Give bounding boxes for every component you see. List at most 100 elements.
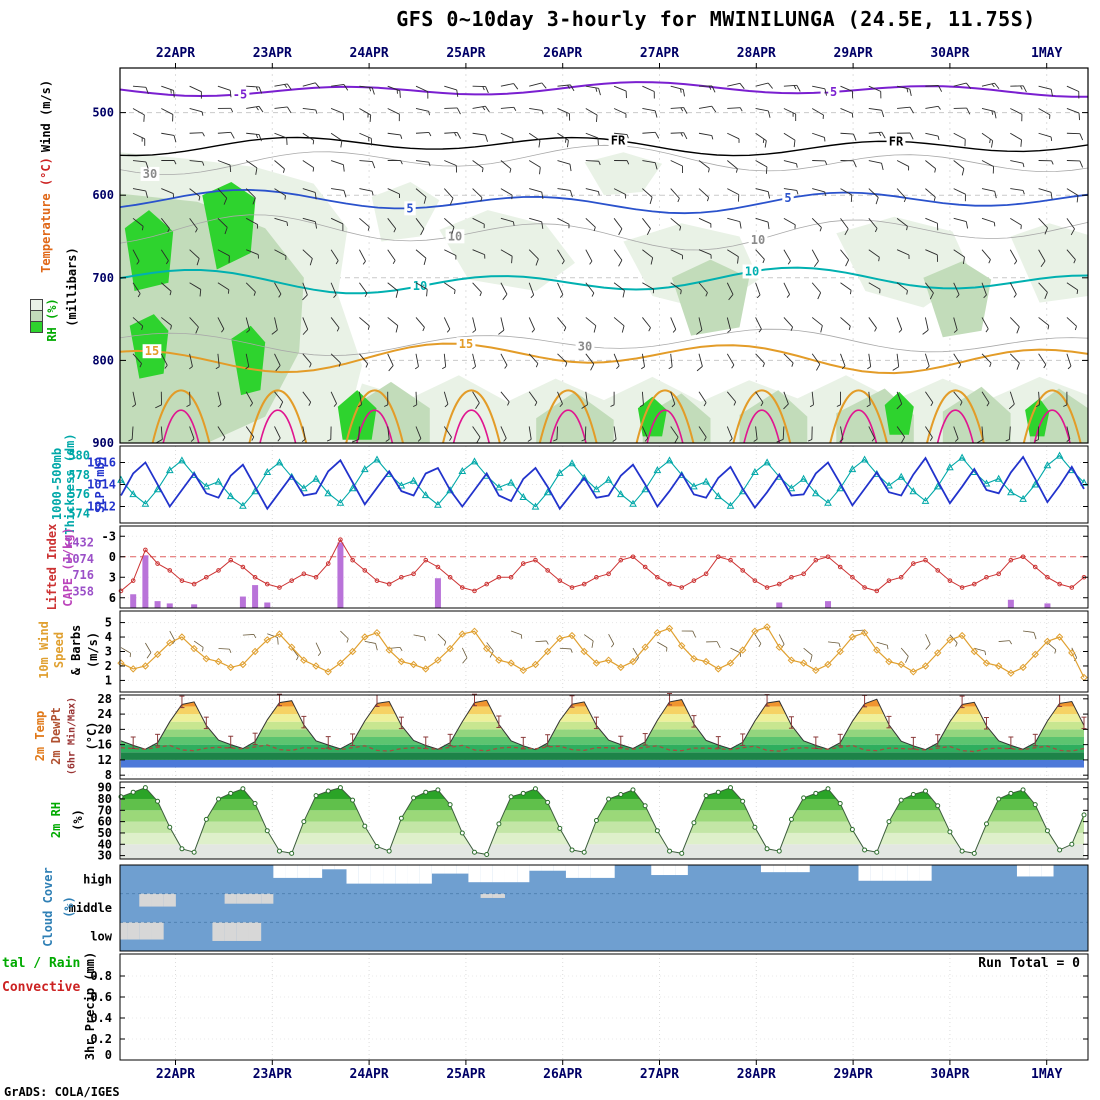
svg-text:0: 0 <box>105 1048 112 1062</box>
svg-text:50: 50 <box>98 826 112 840</box>
wind10m-axis-label-1: 10m Wind <box>37 621 51 679</box>
date-label: 1MAY <box>1031 46 1063 61</box>
date-label: 29APR <box>833 1067 873 1082</box>
svg-text:80: 80 <box>98 792 112 806</box>
svg-text:578: 578 <box>68 468 90 482</box>
date-label: 26APR <box>543 1067 583 1082</box>
svg-text:0: 0 <box>109 550 116 564</box>
svg-text:FR: FR <box>889 134 904 148</box>
date-label: 28APR <box>736 1067 776 1082</box>
t2m-axis-label-3: (6hr Min/Max) <box>66 696 78 776</box>
date-label: 24APR <box>349 1067 389 1082</box>
svg-text:70: 70 <box>98 803 112 817</box>
svg-text:6: 6 <box>109 591 116 605</box>
temperature-axis-label: Temperature (°C) <box>39 157 53 273</box>
date-label: 25APR <box>446 1067 486 1082</box>
svg-text:high: high <box>83 872 112 886</box>
t2m-axis-label-2: 2m DewPt <box>49 707 63 765</box>
svg-text:0.4: 0.4 <box>90 1011 112 1025</box>
temperature-unit-text: (°C) <box>39 157 53 187</box>
t2m-axis-label-4: (°C) <box>85 721 99 751</box>
svg-text:12: 12 <box>98 753 112 767</box>
svg-text:358: 358 <box>72 585 94 599</box>
svg-text:500: 500 <box>92 106 114 120</box>
svg-text:0.2: 0.2 <box>90 1032 112 1046</box>
slp-thickness-panel: 1016 1014 1012 580 578 576 574 <box>68 445 1089 524</box>
svg-text:1014: 1014 <box>87 478 116 492</box>
slp-axis-label: SLP (mb) <box>93 455 107 513</box>
cloud-axis-label-2: (%) <box>62 896 76 918</box>
millibars-axis-label: (millibars) <box>65 247 79 327</box>
wind10m-axis-label-4: (m/s) <box>86 631 100 669</box>
svg-text:574: 574 <box>68 506 90 520</box>
rh-shading-label: RH (%) <box>45 298 59 342</box>
date-label: 26APR <box>543 46 583 61</box>
svg-text:10: 10 <box>448 229 462 243</box>
svg-text:24: 24 <box>98 707 112 721</box>
svg-text:5: 5 <box>105 616 112 630</box>
svg-text:middle: middle <box>69 901 112 915</box>
svg-text:0.6: 0.6 <box>90 990 112 1004</box>
thickness-axis-label-1: 1000-500mb <box>50 447 64 521</box>
rh2m-axis-label-1: 2m RH <box>49 801 63 839</box>
svg-text:10: 10 <box>745 264 759 278</box>
svg-text:576: 576 <box>68 487 90 501</box>
cape-axis-label: CAPE (J/kg) <box>61 527 75 607</box>
svg-text:1432: 1432 <box>65 535 94 549</box>
li-cape-panel: -3 0 3 6 1432 1074 716 358 <box>65 525 1089 609</box>
svg-text:16: 16 <box>98 738 112 752</box>
svg-text:1016: 1016 <box>87 456 116 470</box>
svg-text:580: 580 <box>68 449 90 463</box>
cloud-panel: high middle low <box>69 864 1089 952</box>
date-label: 30APR <box>930 46 970 61</box>
date-label: 23APR <box>252 1067 292 1082</box>
cloud-axis-label-1: Cloud Cover <box>41 867 55 947</box>
svg-text:10: 10 <box>413 279 427 293</box>
precip-panel: 0.8 0.6 0.4 0.2 0 Run Total = 0 <box>90 953 1089 1065</box>
svg-text:90: 90 <box>98 781 112 795</box>
date-label: 1MAY <box>1031 1067 1063 1082</box>
svg-text:2: 2 <box>105 659 112 673</box>
svg-text:FR: FR <box>611 134 626 148</box>
rh-colorbar-cell <box>30 321 43 333</box>
svg-text:716: 716 <box>72 568 94 582</box>
date-label: 22APR <box>155 46 196 61</box>
svg-text:Run Total = 0: Run Total = 0 <box>978 956 1080 971</box>
date-label: 29APR <box>833 46 873 61</box>
svg-text:20: 20 <box>98 722 112 736</box>
svg-text:15: 15 <box>459 337 473 351</box>
svg-text:4: 4 <box>105 630 112 644</box>
precip-convective-label: Convective <box>2 980 81 995</box>
svg-text:30: 30 <box>578 339 592 353</box>
precip-total-rain-label: tal / Rain <box>2 956 81 971</box>
svg-text:1074: 1074 <box>65 552 94 566</box>
svg-text:900: 900 <box>92 436 114 450</box>
svg-text:5: 5 <box>406 201 413 215</box>
svg-text:700: 700 <box>92 271 114 285</box>
svg-text:28: 28 <box>98 692 112 706</box>
rh2m-axis-label-2: (%) <box>71 809 85 831</box>
svg-text:-5: -5 <box>233 87 247 101</box>
svg-text:30: 30 <box>143 167 157 181</box>
upper-air-panel: 30 10 10 30 -5 -5 FR FR 5 5 10 10 15 15 500 600 700 800 90… <box>92 63 1089 450</box>
svg-text:40: 40 <box>98 837 112 851</box>
chart-title: GFS 0~10day 3-hourly for MWINILUNGA (24.… <box>396 7 1036 31</box>
rh-colorbar <box>30 299 43 333</box>
svg-text:1: 1 <box>105 673 112 687</box>
date-label: 30APR <box>930 1067 970 1082</box>
t2m-axis-label-1: 2m Temp <box>33 710 47 762</box>
svg-text:3: 3 <box>105 645 112 659</box>
date-label: 23APR <box>252 46 292 61</box>
date-label: 27APR <box>639 1067 680 1082</box>
date-label: 25APR <box>446 46 486 61</box>
svg-text:15: 15 <box>145 344 159 358</box>
svg-text:800: 800 <box>92 353 114 367</box>
grads-credit: GrADS: COLA/IGES <box>4 1085 120 1099</box>
svg-text:5: 5 <box>784 191 791 205</box>
svg-text:1012: 1012 <box>87 500 116 514</box>
svg-text:60: 60 <box>98 815 112 829</box>
